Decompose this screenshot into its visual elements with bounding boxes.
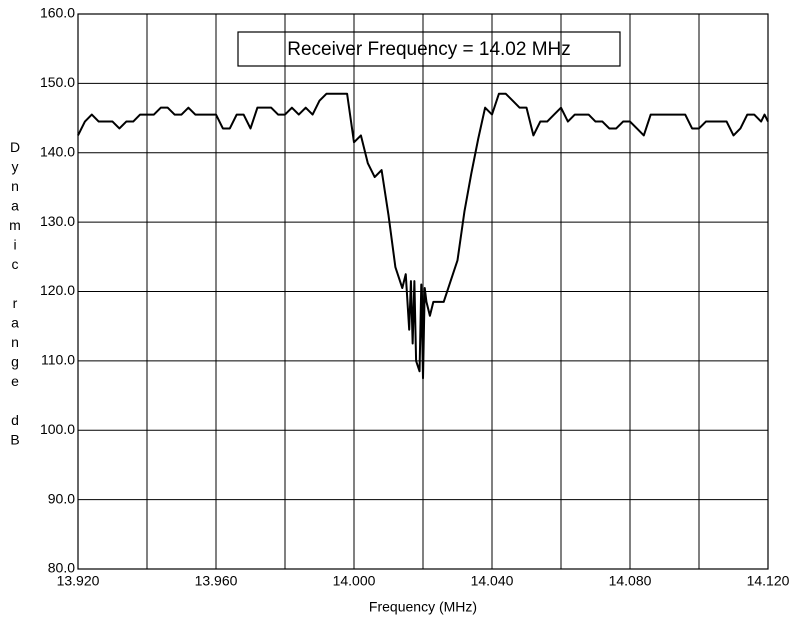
x-tick-label: 14.080 (609, 573, 652, 589)
y-tick-label: 80.0 (48, 560, 75, 576)
y-tick-label: 90.0 (48, 490, 75, 506)
y-tick-label: 160.0 (40, 5, 75, 21)
annotation-box (237, 31, 621, 67)
y-tick-label: 130.0 (40, 213, 75, 229)
annotation: Receiver Frequency = 14.02 MHz (287, 39, 571, 60)
y-tick-label: 120.0 (40, 282, 75, 298)
data-line (77, 92, 769, 380)
x-tick-label: 14.120 (747, 573, 790, 589)
x-tick-label: 13.960 (195, 573, 238, 589)
x-tick-label: 13.920 (57, 573, 100, 589)
y-tick-label: 140.0 (40, 143, 75, 159)
x-tick-label: 14.040 (471, 573, 514, 589)
y-tick-label: 100.0 (40, 421, 75, 437)
y-tick-label: 150.0 (40, 74, 75, 90)
y-tick-label: 110.0 (41, 352, 75, 368)
x-axis-label: Frequency (MHz) (369, 599, 477, 615)
plot-frame (77, 13, 769, 570)
x-tick-label: 14.000 (333, 573, 376, 589)
